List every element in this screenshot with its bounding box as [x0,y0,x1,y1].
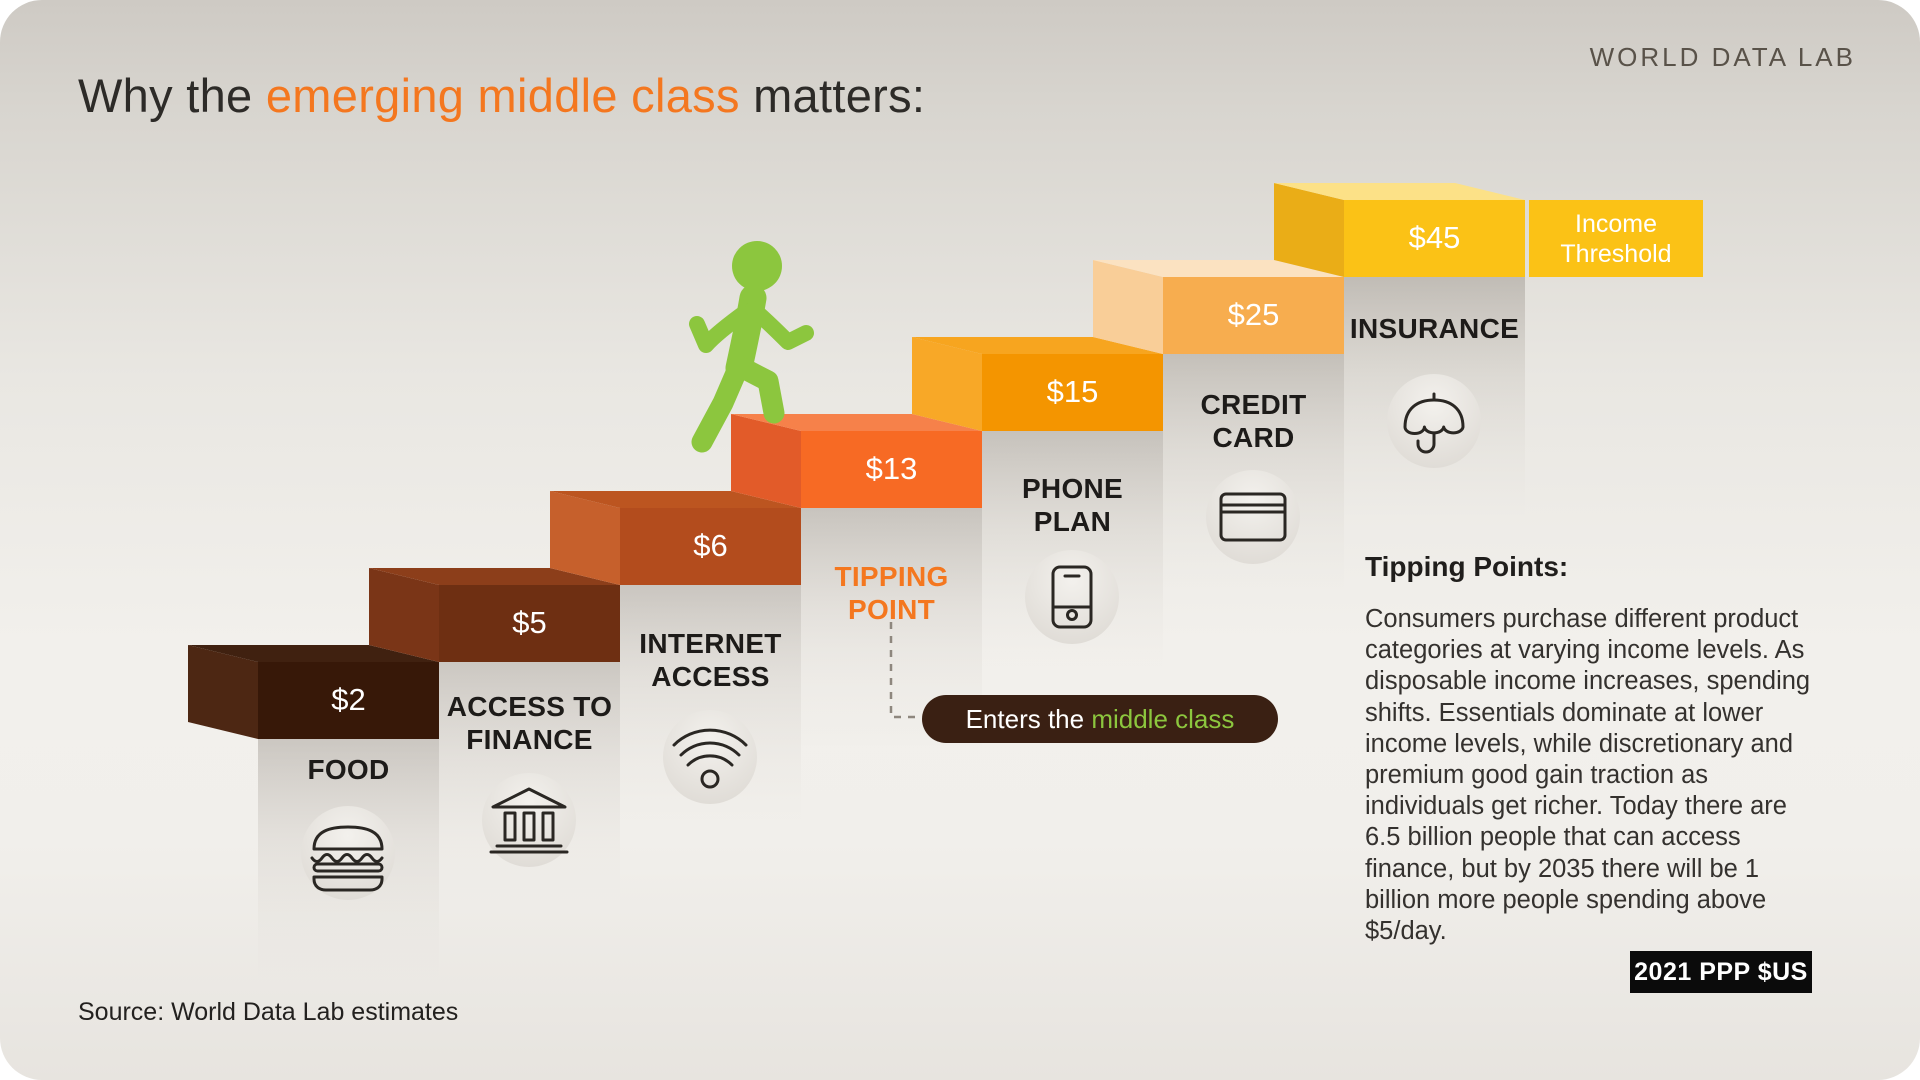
step-value: $13 [865,451,918,486]
income-threshold-box: Income Threshold [1529,200,1703,277]
step-block-finance [369,568,620,662]
step-value: $2 [331,682,366,717]
step-label: CREDIT CARD [1200,389,1307,453]
step-label: FOOD [307,754,390,785]
source-note: Source: World Data Lab estimates [78,998,459,1026]
page-title: Why the emerging middle class matters: [78,68,925,123]
step-label: INTERNET ACCESS [639,628,782,692]
step-front-face [801,431,982,508]
figure-back-leg [691,355,750,453]
step-top-face [912,337,1163,354]
figure-head [732,241,782,291]
step-front-face [982,354,1163,431]
step-front-face [439,585,620,662]
step-top-face [369,568,620,585]
step-label: PHONE PLAN [1021,473,1124,537]
step-side-face [731,414,801,508]
phone-icon [1051,565,1093,629]
step-value: $45 [1408,220,1461,255]
step-side-face [188,645,258,739]
step-top-face [1274,183,1525,200]
bank-icon [489,787,569,854]
step-top-face [731,414,982,431]
step-top-face [1093,260,1344,277]
step-front-face [1163,277,1344,354]
credit-card-icon [1219,492,1287,542]
step-label: ACCESS TO FINANCE [446,691,613,755]
step-front-face [1344,200,1525,277]
step-top-face [188,645,439,662]
step-side-face [912,337,982,431]
ppp-badge: 2021 PPP $US [1630,951,1812,993]
figure-front-leg [728,355,785,424]
title-highlight: emerging middle class [265,69,740,122]
step-block-insurance [1274,183,1525,277]
step-block-tipping-point [731,414,982,508]
callout-highlight: middle class [1091,703,1235,734]
wifi-icon [672,728,748,789]
step-side-face [1274,183,1344,277]
brand-logo: WORLD DATA LAB [1589,42,1856,72]
step-side-face [1093,260,1163,354]
step-label: INSURANCE [1349,313,1520,344]
callout-prefix: Enters the [965,703,1092,734]
step-value: $25 [1227,297,1280,332]
step-label-tipping-point: TIPPING POINT [834,561,949,625]
step-front-face [620,508,801,585]
step-value: $6 [693,528,728,563]
step-side-face [550,491,620,585]
burger-icon [310,825,384,892]
step-block-internet [550,491,801,585]
info-heading: Tipping Points: [1365,551,1569,582]
step-block-phone [912,337,1163,431]
middle-class-callout: Enters the middle class [922,695,1278,743]
step-top-face [550,491,801,508]
title-suffix: matters: [739,69,926,122]
title-prefix: Why the [78,69,266,122]
umbrella-icon [1403,392,1465,454]
tipping-connector-line [889,622,917,719]
step-side-face [369,568,439,662]
step-block-credit-card [1093,260,1344,354]
step-value: $5 [512,605,547,640]
step-value: $15 [1046,374,1099,409]
figure-back-arm [689,303,755,353]
step-front-face [258,662,439,739]
climbing-person-figure [689,241,814,453]
figure-front-arm [745,301,814,350]
info-body: Consumers purchase different product cat… [1365,605,1811,946]
step-block-food [188,645,439,739]
